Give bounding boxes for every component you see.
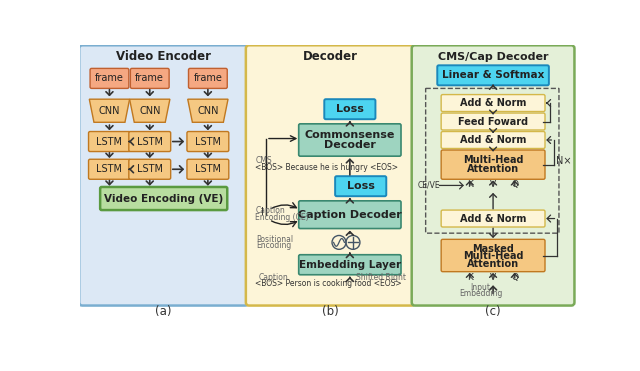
- Text: LSTM: LSTM: [137, 164, 163, 174]
- Text: LSTM: LSTM: [137, 137, 163, 147]
- Text: Video Encoding (VE): Video Encoding (VE): [104, 194, 223, 204]
- Text: LSTM: LSTM: [97, 137, 122, 147]
- Text: Decoder: Decoder: [303, 50, 358, 63]
- Text: (a): (a): [156, 305, 172, 318]
- Text: Loss: Loss: [347, 181, 374, 191]
- FancyBboxPatch shape: [437, 65, 549, 85]
- Text: CNN: CNN: [139, 106, 161, 116]
- FancyBboxPatch shape: [441, 132, 545, 148]
- FancyBboxPatch shape: [441, 95, 545, 112]
- FancyBboxPatch shape: [187, 132, 229, 151]
- Polygon shape: [188, 99, 228, 122]
- Text: Linear & Softmax: Linear & Softmax: [442, 70, 544, 80]
- Text: Commonsense: Commonsense: [305, 129, 395, 139]
- FancyBboxPatch shape: [299, 201, 401, 229]
- FancyBboxPatch shape: [100, 187, 227, 210]
- Text: Positional: Positional: [257, 235, 294, 244]
- Text: V: V: [490, 273, 496, 282]
- Text: Caption Decoder: Caption Decoder: [298, 210, 402, 220]
- FancyBboxPatch shape: [129, 132, 171, 151]
- FancyBboxPatch shape: [189, 68, 227, 88]
- FancyBboxPatch shape: [79, 45, 248, 306]
- Text: Embedding: Embedding: [459, 289, 502, 298]
- Text: Attention: Attention: [467, 164, 519, 174]
- Text: <BOS> Person is cooking food <EOS>: <BOS> Person is cooking food <EOS>: [255, 279, 402, 289]
- Text: frame: frame: [135, 73, 164, 83]
- Text: (c): (c): [485, 305, 501, 318]
- Text: CMS: CMS: [255, 156, 272, 165]
- Text: Embedding Layer: Embedding Layer: [299, 260, 401, 270]
- FancyBboxPatch shape: [246, 45, 415, 306]
- Text: Add & Norm: Add & Norm: [460, 214, 526, 224]
- FancyBboxPatch shape: [335, 176, 387, 196]
- Text: CE/VE: CE/VE: [418, 181, 440, 190]
- Text: V: V: [490, 180, 496, 189]
- Text: Encoding (CE): Encoding (CE): [255, 213, 308, 222]
- FancyBboxPatch shape: [441, 210, 545, 227]
- Text: frame: frame: [193, 73, 222, 83]
- Text: Q: Q: [511, 273, 518, 282]
- Text: Caption: Caption: [259, 273, 288, 282]
- Text: Multi-Head: Multi-Head: [463, 251, 524, 261]
- Text: CNN: CNN: [99, 106, 120, 116]
- FancyBboxPatch shape: [441, 150, 545, 179]
- Text: Add & Norm: Add & Norm: [460, 135, 526, 145]
- Text: Masked: Masked: [472, 244, 514, 253]
- Text: Q: Q: [511, 180, 518, 189]
- Text: Decoder: Decoder: [324, 140, 376, 150]
- Text: I: I: [262, 207, 264, 217]
- Text: LSTM: LSTM: [195, 164, 221, 174]
- Text: (b): (b): [322, 305, 339, 318]
- Text: CMS/Cap Decoder: CMS/Cap Decoder: [438, 52, 548, 62]
- FancyBboxPatch shape: [324, 99, 376, 119]
- Text: Add & Norm: Add & Norm: [460, 98, 526, 108]
- Text: Feed Foward: Feed Foward: [458, 116, 528, 127]
- Text: Shifted Right: Shifted Right: [355, 273, 406, 282]
- Text: Attention: Attention: [467, 259, 519, 269]
- FancyBboxPatch shape: [441, 113, 545, 130]
- Text: Multi-Head: Multi-Head: [463, 155, 524, 165]
- Text: LSTM: LSTM: [97, 164, 122, 174]
- Text: Input: Input: [470, 283, 491, 292]
- Text: CNN: CNN: [197, 106, 219, 116]
- Polygon shape: [129, 99, 170, 122]
- Polygon shape: [90, 99, 129, 122]
- FancyBboxPatch shape: [88, 132, 131, 151]
- Text: Video Encoder: Video Encoder: [116, 50, 211, 63]
- FancyBboxPatch shape: [412, 45, 575, 306]
- FancyBboxPatch shape: [441, 239, 545, 272]
- Text: <BOS> Because he is hungry <EOS>: <BOS> Because he is hungry <EOS>: [255, 163, 398, 172]
- FancyBboxPatch shape: [131, 68, 169, 88]
- Text: N×: N×: [556, 156, 572, 166]
- FancyBboxPatch shape: [299, 255, 401, 275]
- Text: LSTM: LSTM: [195, 137, 221, 147]
- FancyBboxPatch shape: [187, 159, 229, 179]
- Text: K: K: [467, 180, 473, 189]
- Text: Encoding: Encoding: [257, 241, 292, 250]
- FancyBboxPatch shape: [88, 159, 131, 179]
- Text: frame: frame: [95, 73, 124, 83]
- Text: Loss: Loss: [336, 104, 364, 114]
- Text: K: K: [467, 273, 473, 282]
- FancyBboxPatch shape: [129, 159, 171, 179]
- FancyBboxPatch shape: [299, 124, 401, 156]
- FancyBboxPatch shape: [90, 68, 129, 88]
- Text: Caption: Caption: [255, 206, 285, 214]
